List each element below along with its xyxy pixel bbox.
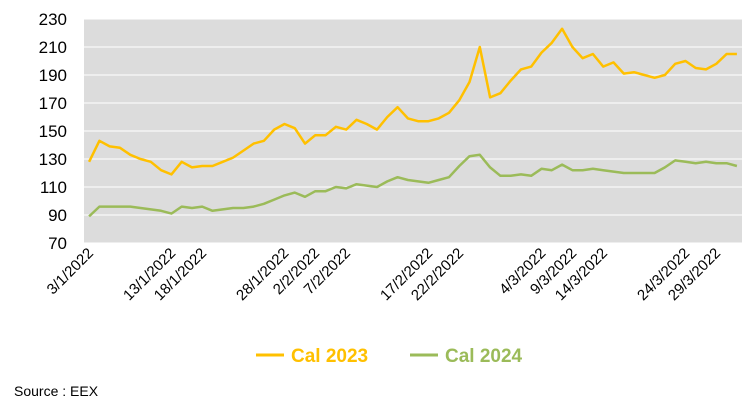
y-tick-label: 70 bbox=[48, 234, 67, 253]
y-tick-label: 170 bbox=[39, 94, 67, 113]
series-line-2 bbox=[88, 153, 738, 218]
y-tick-label: 230 bbox=[39, 10, 67, 29]
y-tick-label: 210 bbox=[39, 38, 67, 57]
y-tick-label: 110 bbox=[40, 178, 67, 197]
y-tick-label: 130 bbox=[39, 150, 67, 169]
source-note: Source : EEX bbox=[14, 383, 99, 399]
legend: Cal 2023 Cal 2024 bbox=[256, 346, 523, 367]
legend-label-1: Cal 2023 bbox=[291, 346, 368, 367]
series-line-1 bbox=[87, 27, 737, 176]
y-axis-tick-labels: 70 90 110 130 150 170 190 210 230 bbox=[39, 10, 67, 253]
grid-lines bbox=[84, 18, 742, 244]
y-tick-label: 90 bbox=[48, 206, 67, 225]
y-tick-label: 190 bbox=[39, 66, 67, 85]
y-tick-label: 150 bbox=[39, 122, 67, 141]
series-lines bbox=[87, 27, 738, 218]
legend-label-2: Cal 2024 bbox=[445, 346, 523, 367]
